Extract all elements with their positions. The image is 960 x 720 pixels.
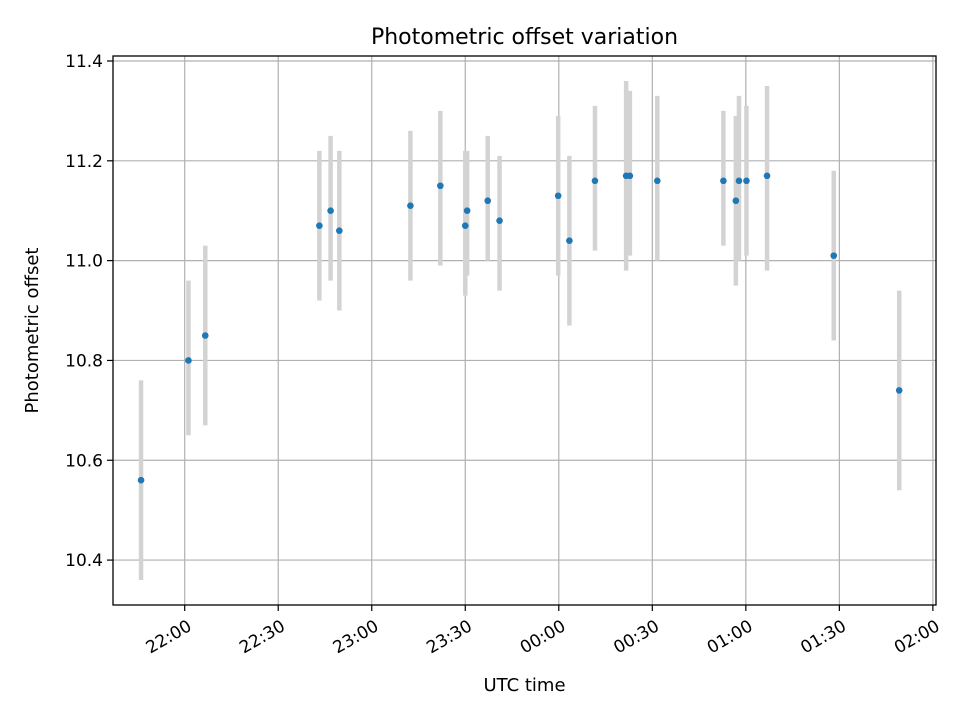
data-point — [496, 217, 503, 224]
data-point — [461, 222, 469, 229]
data-point — [327, 207, 334, 215]
data-point — [763, 172, 771, 180]
plot-frame — [112, 55, 937, 606]
y-tick-label: 11.4 — [65, 52, 103, 72]
y-tick-label: 11.0 — [65, 252, 103, 272]
data-point — [137, 476, 145, 484]
data-point — [626, 172, 634, 180]
data-point — [743, 177, 750, 185]
data-point — [336, 227, 343, 234]
data-point — [720, 177, 727, 185]
y-axis-label: Photometric offset — [22, 248, 43, 414]
x-axis-label: UTC time — [483, 675, 565, 696]
data-points — [137, 172, 903, 484]
data-point — [895, 387, 903, 394]
y-axis-ticks: 10.4 10.6 10.8 11.0 11.2 11.4 — [65, 52, 113, 571]
data-point — [830, 252, 838, 259]
data-point — [201, 332, 209, 339]
data-point — [654, 177, 661, 185]
data-point — [566, 237, 573, 244]
chart-title: Photometric offset variation — [371, 25, 678, 50]
data-point — [463, 207, 471, 215]
y-tick-label: 10.6 — [65, 451, 103, 471]
data-point — [735, 177, 743, 185]
data-point — [554, 192, 562, 200]
data-point — [437, 182, 444, 190]
data-point — [591, 177, 599, 185]
data-point — [316, 222, 323, 229]
y-tick-label: 11.2 — [65, 152, 103, 172]
grid — [113, 56, 936, 605]
data-point — [732, 197, 740, 205]
y-tick-label: 10.4 — [65, 551, 103, 571]
data-point — [484, 197, 492, 205]
data-point — [407, 202, 414, 210]
data-point — [185, 357, 192, 364]
y-tick-label: 10.8 — [65, 351, 103, 371]
